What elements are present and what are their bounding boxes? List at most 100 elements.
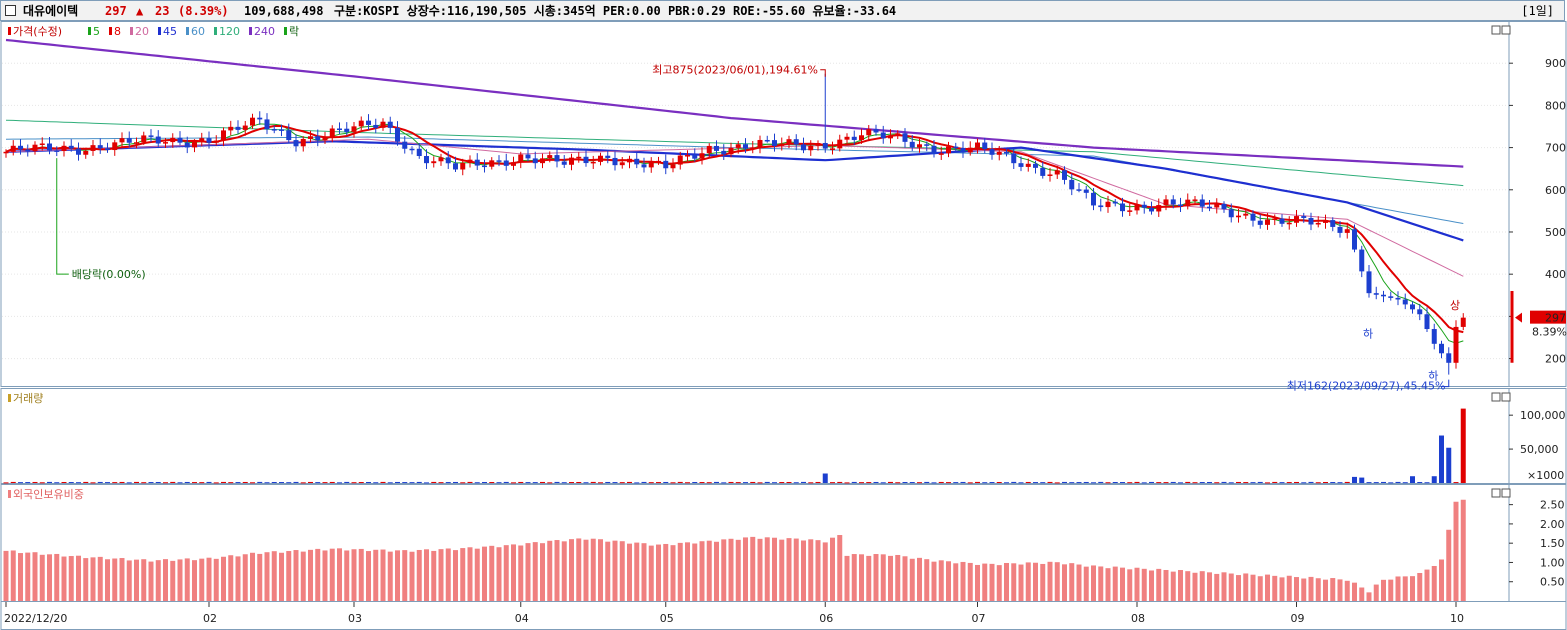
volume-bar [801,481,806,483]
volume-bar [163,482,168,484]
candle-body [859,135,864,140]
foreign-bar [18,553,23,601]
volume-bar [764,481,770,483]
candle-body [482,165,487,168]
date-tick-label: 2022/12/20 [4,612,67,625]
candle-body [1076,189,1082,191]
candle-body [416,148,422,157]
foreign-bar [583,539,589,601]
candle-body [547,155,553,159]
candle-body [757,139,763,148]
price-change-percent: (8.39%) [178,4,229,18]
date-tick-label: 05 [660,612,674,625]
foreign-tick-label: 2.00 [1540,518,1565,531]
volume-bar [598,482,603,484]
foreign-bar [1228,573,1234,601]
volume-bar [699,482,705,484]
volume-bar [344,481,350,483]
foreign-bar [264,552,270,601]
candle-body [917,144,922,148]
volume-bar [1221,481,1227,483]
candle-body [503,160,509,166]
candle-body [996,151,1002,155]
stock-header: 대유에이텍 297 ▲ 23 (8.39%) 109,688,498 구분:KO… [0,0,1565,21]
legend-ma-marker [88,27,91,35]
candle-body [228,126,234,131]
foreign-bar [105,559,110,601]
foreign-bar [786,538,792,601]
candle-body [1054,170,1060,175]
foreign-bar [1439,559,1444,601]
foreign-bar [358,548,364,601]
foreign-bar [554,540,560,601]
volume-bar [938,481,944,483]
volume-bar [1402,482,1408,484]
volume-tick-label: 50,000 [1520,443,1559,456]
volume-bar [627,481,632,483]
candle-body [772,140,777,146]
foreign-bar [206,557,212,601]
select-checkbox[interactable] [5,5,16,16]
limit-down-label: 하 [1428,369,1438,383]
foreign-bar [1272,575,1278,601]
volume-bar [54,482,60,484]
foreign-bar [467,547,473,601]
foreign-bar [119,558,125,601]
ma-line-240 [5,38,1464,168]
candle-body [170,137,176,143]
foreign-bar [808,539,814,601]
foreign-bar [315,548,321,601]
volume-bar [1047,481,1053,483]
foreign-bar [1004,562,1009,601]
foreign-bar [1062,564,1067,601]
limit-down-label: 하 [1363,326,1373,340]
candle-body [1062,170,1067,180]
candle-body [786,139,792,144]
candle-body [1098,205,1104,208]
foreign-bar [1301,578,1307,601]
volume-bar [170,481,176,483]
foreign-bar [873,554,879,601]
foreign-bar [1163,569,1169,601]
volume-bar [1141,482,1147,484]
foreign-bar [1352,582,1357,601]
volume-bar [1127,482,1133,484]
foreign-bar [685,542,690,601]
date-tick-label: 10 [1450,612,1464,625]
stock-chart[interactable]: 200300400500600700800900최고875(2023/06/01… [0,21,1567,630]
candle-body [1460,317,1466,327]
period-button[interactable]: [1일] [1521,4,1554,18]
foreign-bar [1098,566,1104,601]
candle-body [1069,179,1075,190]
foreign-bar [851,554,857,601]
candle-body [315,136,321,141]
foreign-bar [1069,563,1075,601]
stock-name[interactable]: 대유에이텍 [23,4,79,18]
candle-body [1417,309,1423,315]
candle-body [648,161,654,168]
legend-ma-60: 60 [191,25,205,38]
candle-body [670,164,676,169]
candle-body [569,157,574,165]
foreign-bar [1257,576,1263,601]
volume-bar [1185,481,1191,483]
dividend-marker [56,158,69,275]
foreign-bar [68,556,74,601]
foreign-bar [1359,587,1365,601]
foreign-bar [895,554,901,601]
volume-bars [3,408,1466,484]
foreign-bar [170,560,176,601]
foreign-bar [699,541,705,601]
foreign-bar [416,549,422,601]
volume-bar [1315,482,1321,484]
volume-bar [1373,482,1379,484]
candle-body [387,121,393,128]
candle-body [351,126,357,132]
foreign-bar [1388,579,1394,601]
foreign-bar [1402,576,1408,601]
foreign-bar [1395,576,1401,601]
candle-body [1214,203,1220,208]
date-tick-label: 04 [515,612,529,625]
volume-bar [300,482,306,484]
volume-bar [1004,482,1009,484]
